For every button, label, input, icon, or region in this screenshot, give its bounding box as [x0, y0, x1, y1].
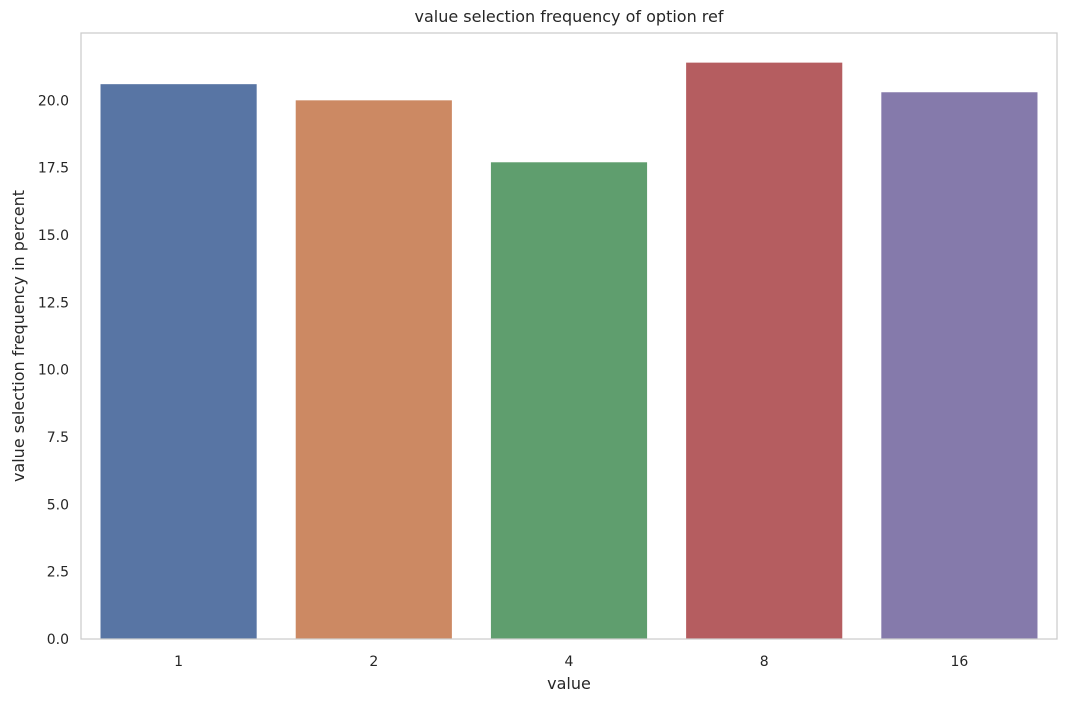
bar-8 [686, 62, 843, 639]
bars-layer [100, 62, 1038, 640]
y-tick-label-8: 20.0 [38, 93, 69, 109]
bar-2 [295, 100, 452, 639]
x-tick-label-16: 16 [950, 654, 968, 670]
x-tick-label-2: 2 [369, 654, 378, 670]
x-axis-ticks: 1 2 4 8 16 [174, 654, 968, 670]
y-axis-label: value selection frequency in percent [9, 190, 28, 482]
x-tick-label-8: 8 [760, 654, 769, 670]
bar-4 [490, 162, 648, 639]
plot-frame [80, 32, 1058, 640]
y-tick-label-3: 7.5 [47, 430, 69, 446]
x-axis-label: value [547, 674, 591, 693]
y-tick-label-6: 15.0 [38, 228, 69, 244]
x-tick-label-1: 1 [174, 654, 183, 670]
y-axis-ticks: 0.0 2.5 5.0 7.5 10.0 12.5 15.0 17.5 20.0 [38, 93, 69, 648]
y-tick-label-2: 5.0 [47, 497, 69, 513]
bar-1 [100, 84, 257, 640]
y-tick-label-4: 10.0 [38, 363, 69, 379]
bar-16 [881, 92, 1038, 639]
x-tick-label-4: 4 [565, 654, 574, 670]
chart-title: value selection frequency of option ref [414, 7, 723, 26]
y-tick-label-5: 12.5 [38, 295, 69, 311]
y-tick-label-1: 2.5 [47, 565, 69, 581]
y-tick-label-7: 17.5 [38, 161, 69, 177]
y-tick-label-0: 0.0 [47, 632, 69, 648]
